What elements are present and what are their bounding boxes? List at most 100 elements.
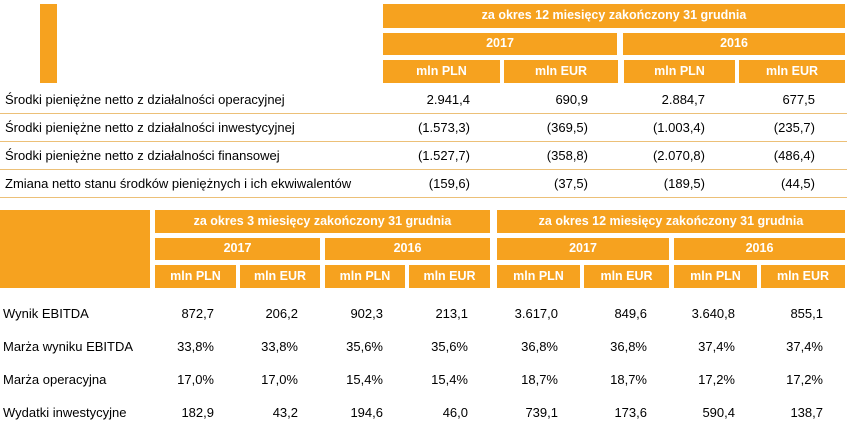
column-gap (490, 297, 497, 330)
year-banner-2017: 2017 (383, 33, 617, 55)
unit-header: mln EUR (409, 265, 490, 288)
row-label: Wynik EBITDA (3, 306, 89, 321)
year-banner-2017: 2017 (155, 238, 320, 260)
value-cell: (159,6) (428, 176, 470, 191)
value-cell: (1.003,4) (652, 120, 705, 135)
header-stub (40, 4, 57, 83)
value-cell: 37,4% (698, 339, 735, 354)
value-cell: 35,6% (346, 339, 383, 354)
unit-header: mln PLN (674, 265, 757, 288)
unit-header: mln PLN (624, 60, 735, 83)
value-cell: 849,6 (614, 306, 647, 321)
period-banner: za okres 12 miesięcy zakończony 31 grudn… (383, 4, 845, 28)
results-table-body: Wynik EBITDA 872,7 206,2 902,3 213,1 3.6… (0, 297, 847, 429)
value-cell: (235,7) (773, 120, 815, 135)
value-cell: 15,4% (346, 372, 383, 387)
row-label: Zmiana netto stanu środków pieniężnych i… (5, 176, 352, 191)
table-row: Środki pieniężne netto z działalności in… (0, 114, 847, 142)
unit-header: mln PLN (325, 265, 405, 288)
value-cell: (369,5) (546, 120, 588, 135)
value-cell: 3.640,8 (691, 306, 735, 321)
unit-header: mln EUR (504, 60, 618, 83)
label-column-block (0, 210, 150, 288)
year-banner-2016: 2016 (623, 33, 845, 55)
unit-header-row: mln PLN mln EUR mln PLN mln EUR mln PLN … (0, 265, 847, 288)
unit-header: mln PLN (155, 265, 236, 288)
unit-header: mln EUR (739, 60, 845, 83)
table-row: Marża operacyjna 17,0% 17,0% 15,4% 15,4%… (0, 363, 847, 396)
value-cell: 33,8% (177, 339, 214, 354)
cash-flow-table: za okres 12 miesięcy zakończony 31 grudn… (0, 4, 847, 198)
value-cell: (44,5) (781, 176, 815, 191)
header-spacer (0, 4, 383, 28)
value-cell: 17,0% (177, 372, 214, 387)
value-cell: 15,4% (431, 372, 468, 387)
value-cell: 213,1 (435, 306, 468, 321)
value-cell: 17,2% (786, 372, 823, 387)
value-cell: 33,8% (261, 339, 298, 354)
results-table-header: za okres 3 miesięcy zakończony 31 grudni… (0, 210, 847, 288)
value-cell: 36,8% (610, 339, 647, 354)
row-label: Środki pieniężne netto z działalności in… (5, 120, 295, 135)
row-label: Środki pieniężne netto z działalności op… (5, 92, 285, 107)
unit-header: mln EUR (584, 265, 669, 288)
value-cell: 590,4 (702, 405, 735, 420)
cash-flow-table-header: za okres 12 miesięcy zakończony 31 grudn… (0, 4, 847, 83)
column-gap (490, 210, 497, 233)
unit-header: mln PLN (383, 60, 500, 83)
value-cell: (1.527,7) (417, 148, 470, 163)
value-cell: 17,0% (261, 372, 298, 387)
value-cell: 872,7 (181, 306, 214, 321)
value-cell: 2.941,4 (426, 92, 470, 107)
column-gap (490, 330, 497, 363)
year-banner-2016: 2016 (674, 238, 845, 260)
period-banner-3m: za okres 3 miesięcy zakończony 31 grudni… (155, 210, 490, 233)
header-spacer (0, 60, 383, 83)
value-cell: 43,2 (272, 405, 298, 420)
column-gap (490, 363, 497, 396)
row-label: Wydatki inwestycyjne (3, 405, 127, 420)
value-cell: (1.573,3) (417, 120, 470, 135)
period-header-row: za okres 3 miesięcy zakończony 31 grudni… (0, 210, 847, 233)
value-cell: 46,0 (442, 405, 468, 420)
value-cell: 138,7 (790, 405, 823, 420)
value-cell: 739,1 (525, 405, 558, 420)
unit-header: mln EUR (240, 265, 320, 288)
value-cell: 206,2 (265, 306, 298, 321)
column-gap (490, 265, 497, 288)
value-cell: (37,5) (554, 176, 588, 191)
row-label: Marża operacyjna (3, 372, 107, 387)
value-cell: (2.070,8) (652, 148, 705, 163)
year-header-row: 2017 2016 2017 2016 (0, 238, 847, 260)
value-cell: 690,9 (555, 92, 588, 107)
value-cell: 902,3 (350, 306, 383, 321)
value-cell: (358,8) (546, 148, 588, 163)
table-row: Marża wyniku EBITDA 33,8% 33,8% 35,6% 35… (0, 330, 847, 363)
value-cell: 855,1 (790, 306, 823, 321)
unit-header: mln PLN (497, 265, 580, 288)
value-cell: 3.617,0 (514, 306, 558, 321)
table-row: Środki pieniężne netto z działalności fi… (0, 142, 847, 170)
table-row: Wydatki inwestycyjne 182,9 43,2 194,6 46… (0, 396, 847, 429)
column-gap (490, 238, 497, 260)
value-cell: 182,9 (181, 405, 214, 420)
column-gap (490, 396, 497, 429)
unit-header-row: mln PLN mln EUR mln PLN mln EUR (0, 60, 847, 83)
row-label: Marża wyniku EBITDA (3, 339, 134, 354)
header-spacer (0, 33, 383, 55)
year-header-row: 2017 2016 (0, 33, 847, 55)
value-cell: (189,5) (663, 176, 705, 191)
value-cell: 35,6% (431, 339, 468, 354)
table-row: Wynik EBITDA 872,7 206,2 902,3 213,1 3.6… (0, 297, 847, 330)
results-table: za okres 3 miesięcy zakończony 31 grudni… (0, 210, 847, 429)
period-banner-12m: za okres 12 miesięcy zakończony 31 grudn… (497, 210, 845, 233)
value-cell: 2.884,7 (661, 92, 705, 107)
value-cell: (486,4) (773, 148, 815, 163)
value-cell: 36,8% (521, 339, 558, 354)
period-header-row: za okres 12 miesięcy zakończony 31 grudn… (0, 4, 847, 28)
value-cell: 194,6 (350, 405, 383, 420)
row-label: Środki pieniężne netto z działalności fi… (5, 148, 280, 163)
value-cell: 18,7% (521, 372, 558, 387)
year-banner-2016: 2016 (325, 238, 490, 260)
